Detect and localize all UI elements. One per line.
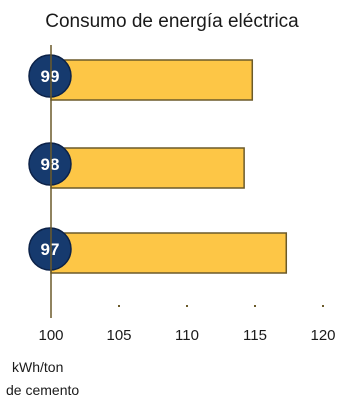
- category-label-98: 98: [41, 155, 60, 174]
- x-axis: 100 105 110 115 120: [38, 305, 336, 344]
- category-badge-97: [28, 227, 72, 271]
- bar-98: [50, 147, 245, 189]
- x-tick-label-115: 115: [243, 327, 267, 344]
- category-badge-98: [28, 142, 72, 186]
- x-axis-unit-line-2: de cemento: [6, 382, 79, 398]
- x-tick-label-105: 105: [106, 327, 131, 344]
- bar-99: [50, 59, 254, 101]
- x-tick-mark-105: [118, 305, 120, 307]
- category-label-99: 99: [41, 67, 60, 86]
- x-tick-mark-120: [322, 305, 324, 307]
- x-axis-unit-line-1: kWh/ton: [12, 359, 63, 375]
- x-tick-label-120: 120: [310, 327, 335, 344]
- x-tick-mark-115: [254, 305, 256, 307]
- x-tick-label-110: 110: [175, 327, 199, 344]
- category-badge-99: [28, 54, 72, 98]
- category-label-97: 97: [41, 240, 60, 259]
- x-tick-mark-110: [186, 305, 188, 307]
- bar-97: [50, 232, 288, 274]
- x-tick-label-100: 100: [38, 327, 63, 344]
- chart-title: Consumo de energía eléctrica: [45, 11, 299, 32]
- bars-layer: 99 98 97: [28, 54, 288, 274]
